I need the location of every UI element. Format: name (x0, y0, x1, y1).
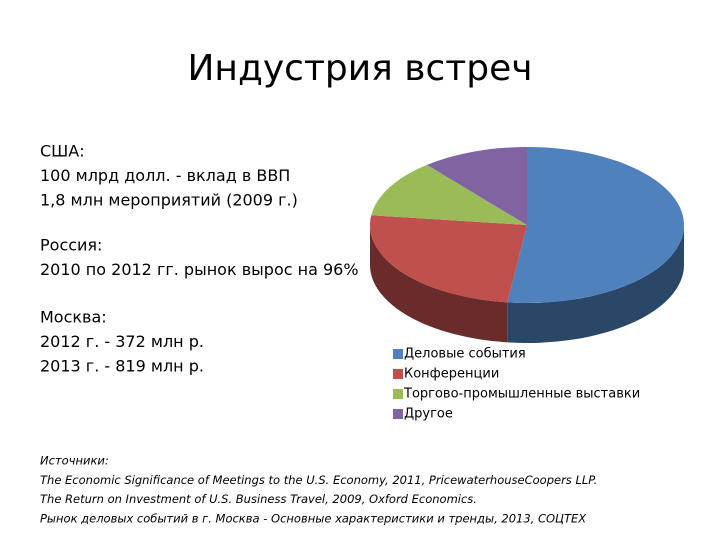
body-line: 2012 г. - 372 млн р. (40, 332, 204, 351)
legend-label: Торгово-промышленные выставки (403, 387, 640, 402)
body-line: 100 млрд долл. - вклад в ВВП (40, 166, 290, 185)
legend-swatch (393, 349, 403, 359)
slide-title: Индустрия встреч (187, 48, 532, 89)
source-line: Рынок деловых событий в г. Москва - Осно… (40, 511, 587, 525)
legend-swatch (393, 369, 403, 379)
body-line: США: (40, 142, 85, 161)
pie-slice (426, 147, 527, 225)
pie-slice (507, 147, 684, 303)
source-line: Источники: (40, 454, 109, 468)
legend-label: Конференции (404, 367, 499, 382)
body-line: 2010 по 2012 гг. рынок вырос на 96% (40, 260, 359, 279)
legend-swatch (393, 389, 403, 399)
source-line: The Economic Significance of Meetings to… (40, 473, 597, 487)
legend-swatch (393, 409, 403, 419)
body-line: Россия: (40, 236, 102, 255)
slice-side (507, 225, 684, 343)
legend-label: Другое (404, 407, 453, 422)
slice-side (370, 225, 508, 343)
body-line: 2013 г. - 819 млн р. (40, 357, 204, 376)
legend-label: Деловые события (404, 347, 526, 362)
body-line: 1,8 млн мероприятий (2009 г.) (40, 191, 298, 210)
body-line: Москва: (40, 308, 107, 327)
pie-slice (370, 215, 527, 303)
source-line: The Return on Investment of U.S. Busines… (40, 492, 477, 506)
pie-slice (371, 164, 527, 225)
